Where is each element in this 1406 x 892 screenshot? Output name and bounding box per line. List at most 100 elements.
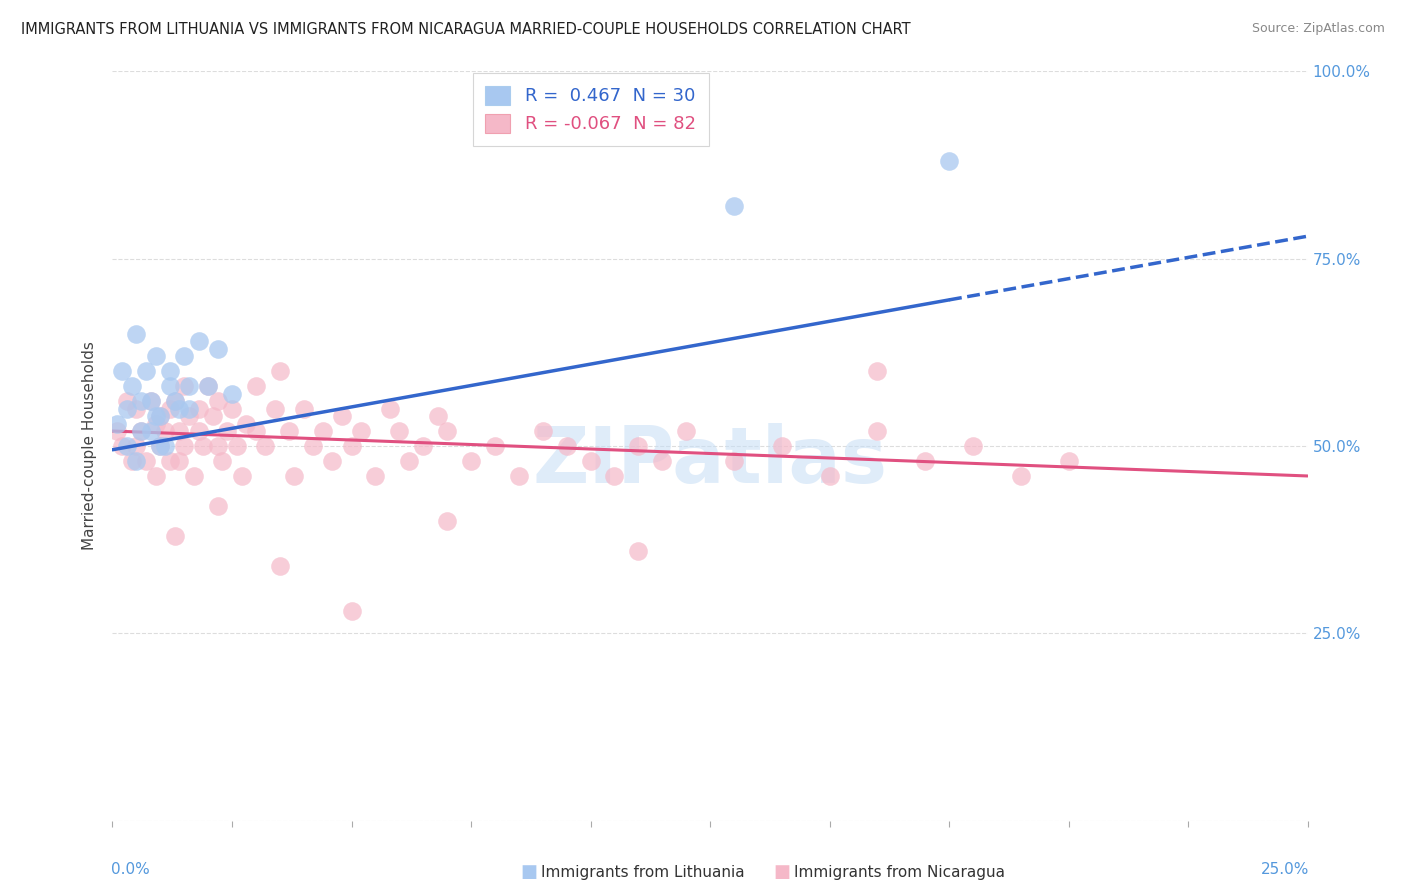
Point: [283, 469, 305, 483]
Point: [378, 401, 401, 416]
Point: [115, 439, 138, 453]
Point: [163, 394, 186, 409]
Point: [111, 364, 134, 378]
Point: [207, 439, 229, 453]
Point: [207, 394, 229, 409]
Point: [145, 349, 167, 363]
Point: [412, 439, 434, 453]
Point: [938, 154, 960, 169]
Point: [555, 439, 578, 453]
Point: [340, 604, 363, 618]
Point: [221, 386, 243, 401]
Point: [177, 409, 200, 423]
Point: [187, 401, 209, 416]
Point: [436, 424, 458, 438]
Point: [436, 514, 458, 528]
Point: [217, 424, 239, 438]
Point: [269, 364, 291, 378]
Point: [125, 401, 148, 416]
Point: [207, 499, 229, 513]
Point: [388, 424, 411, 438]
Text: ■: ■: [520, 863, 537, 881]
Point: [149, 439, 172, 453]
Point: [115, 401, 138, 416]
Point: [531, 424, 554, 438]
Point: [364, 469, 387, 483]
Point: [135, 454, 157, 468]
Point: [135, 364, 157, 378]
Point: [187, 334, 209, 348]
Point: [350, 424, 373, 438]
Point: [193, 439, 215, 453]
Point: [723, 199, 745, 213]
Text: IMMIGRANTS FROM LITHUANIA VS IMMIGRANTS FROM NICARAGUA MARRIED-COUPLE HOUSEHOLDS: IMMIGRANTS FROM LITHUANIA VS IMMIGRANTS …: [21, 22, 911, 37]
Point: [460, 454, 482, 468]
Point: [278, 424, 301, 438]
Point: [125, 326, 148, 341]
Point: [163, 529, 186, 543]
Point: [111, 439, 134, 453]
Point: [125, 454, 148, 468]
Point: [579, 454, 602, 468]
Point: [145, 409, 167, 423]
Text: Immigrants from Lithuania: Immigrants from Lithuania: [541, 865, 745, 880]
Point: [675, 424, 697, 438]
Point: [105, 417, 128, 431]
Point: [149, 439, 172, 453]
Point: [340, 439, 363, 453]
Point: [197, 379, 219, 393]
Point: [225, 439, 247, 453]
Point: [508, 469, 530, 483]
Point: [177, 379, 200, 393]
Point: [221, 401, 243, 416]
Point: [398, 454, 420, 468]
Point: [269, 558, 291, 573]
Point: [149, 409, 172, 423]
Point: [235, 417, 257, 431]
Point: [149, 409, 172, 423]
Point: [770, 439, 793, 453]
Point: [125, 439, 148, 453]
Point: [115, 394, 138, 409]
Point: [245, 379, 267, 393]
Point: [245, 424, 267, 438]
Point: [139, 424, 162, 438]
Point: [321, 454, 343, 468]
Point: [866, 424, 889, 438]
Y-axis label: Married-couple Households: Married-couple Households: [82, 342, 97, 550]
Point: [254, 439, 277, 453]
Point: [292, 401, 315, 416]
Point: [264, 401, 287, 416]
Point: [139, 394, 162, 409]
Point: [330, 409, 353, 423]
Text: 25.0%: 25.0%: [1260, 862, 1309, 877]
Text: ■: ■: [773, 863, 790, 881]
Point: [1057, 454, 1080, 468]
Point: [129, 424, 152, 438]
Point: [163, 394, 186, 409]
Point: [159, 364, 181, 378]
Point: [187, 424, 209, 438]
Point: [129, 394, 152, 409]
Point: [723, 454, 745, 468]
Point: [173, 379, 195, 393]
Point: [231, 469, 253, 483]
Point: [312, 424, 335, 438]
Point: [159, 379, 181, 393]
Point: [914, 454, 936, 468]
Point: [177, 401, 200, 416]
Point: [962, 439, 984, 453]
Text: 0.0%: 0.0%: [111, 862, 150, 877]
Point: [173, 349, 195, 363]
Point: [139, 394, 162, 409]
Point: [818, 469, 841, 483]
Point: [603, 469, 626, 483]
Point: [866, 364, 889, 378]
Point: [145, 417, 167, 431]
Point: [153, 439, 176, 453]
Point: [129, 424, 152, 438]
Point: [201, 409, 224, 423]
Text: ZIPatlas: ZIPatlas: [533, 423, 887, 499]
Point: [197, 379, 219, 393]
Point: [183, 469, 205, 483]
